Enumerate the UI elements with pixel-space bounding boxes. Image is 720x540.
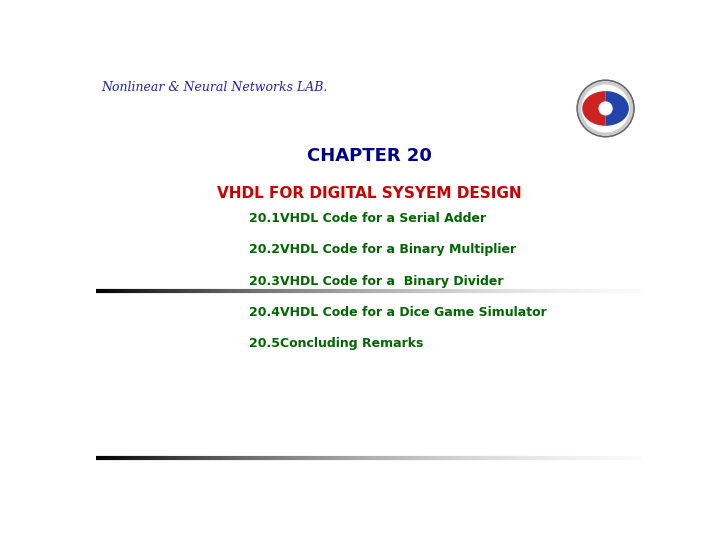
Text: Nonlinear & Neural Networks LAB.: Nonlinear & Neural Networks LAB. xyxy=(101,82,328,94)
Text: 20.5: 20.5 xyxy=(249,337,280,350)
Text: VHDL FOR DIGITAL SYSYEM DESIGN: VHDL FOR DIGITAL SYSYEM DESIGN xyxy=(217,186,521,201)
Text: 20.3: 20.3 xyxy=(249,274,280,287)
Text: 20.1: 20.1 xyxy=(249,212,280,225)
Text: VHDL Code for a Dice Game Simulator: VHDL Code for a Dice Game Simulator xyxy=(280,306,546,319)
Ellipse shape xyxy=(598,102,613,116)
Text: Concluding Remarks: Concluding Remarks xyxy=(280,337,423,350)
Ellipse shape xyxy=(577,80,634,137)
Text: CHAPTER 20: CHAPTER 20 xyxy=(307,147,431,165)
Wedge shape xyxy=(606,91,629,126)
Text: 20.2: 20.2 xyxy=(249,244,280,256)
Ellipse shape xyxy=(582,84,630,132)
Text: VHDL Code for a  Binary Divider: VHDL Code for a Binary Divider xyxy=(280,274,503,287)
Text: VHDL Code for a Binary Multiplier: VHDL Code for a Binary Multiplier xyxy=(280,244,516,256)
Text: VHDL Code for a Serial Adder: VHDL Code for a Serial Adder xyxy=(280,212,486,225)
Text: 20.4: 20.4 xyxy=(249,306,280,319)
Wedge shape xyxy=(582,91,606,126)
